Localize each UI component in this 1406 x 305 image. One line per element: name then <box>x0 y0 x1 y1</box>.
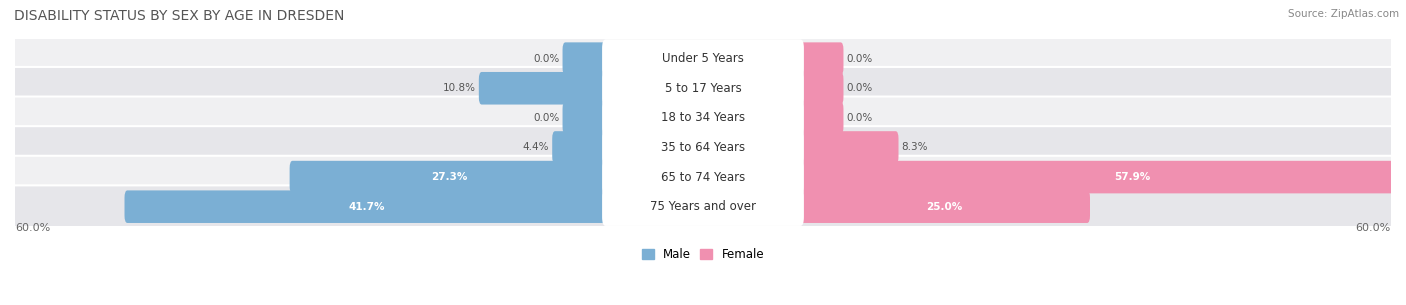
Text: 4.4%: 4.4% <box>523 142 550 152</box>
FancyBboxPatch shape <box>797 102 844 134</box>
FancyBboxPatch shape <box>797 131 898 164</box>
FancyBboxPatch shape <box>602 69 804 107</box>
Text: 41.7%: 41.7% <box>349 202 385 212</box>
FancyBboxPatch shape <box>11 126 1395 169</box>
Text: 5 to 17 Years: 5 to 17 Years <box>665 82 741 95</box>
Text: 57.9%: 57.9% <box>1115 172 1150 182</box>
FancyBboxPatch shape <box>602 158 804 196</box>
FancyBboxPatch shape <box>11 156 1395 198</box>
Text: 10.8%: 10.8% <box>443 83 477 93</box>
FancyBboxPatch shape <box>797 190 1090 223</box>
FancyBboxPatch shape <box>11 37 1395 80</box>
Text: 65 to 74 Years: 65 to 74 Years <box>661 170 745 184</box>
FancyBboxPatch shape <box>602 188 804 226</box>
Text: 60.0%: 60.0% <box>1355 223 1391 233</box>
FancyBboxPatch shape <box>797 161 1406 193</box>
FancyBboxPatch shape <box>602 39 804 78</box>
FancyBboxPatch shape <box>797 42 844 75</box>
Text: DISABILITY STATUS BY SEX BY AGE IN DRESDEN: DISABILITY STATUS BY SEX BY AGE IN DRESD… <box>14 9 344 23</box>
FancyBboxPatch shape <box>11 185 1395 228</box>
FancyBboxPatch shape <box>290 161 609 193</box>
Text: 0.0%: 0.0% <box>533 113 560 123</box>
Text: 0.0%: 0.0% <box>846 113 873 123</box>
FancyBboxPatch shape <box>797 72 844 105</box>
Text: Source: ZipAtlas.com: Source: ZipAtlas.com <box>1288 9 1399 19</box>
FancyBboxPatch shape <box>562 42 609 75</box>
Text: 75 Years and over: 75 Years and over <box>650 200 756 213</box>
Legend: Male, Female: Male, Female <box>641 248 765 261</box>
Text: 60.0%: 60.0% <box>15 223 51 233</box>
FancyBboxPatch shape <box>602 99 804 137</box>
FancyBboxPatch shape <box>479 72 609 105</box>
Text: 35 to 64 Years: 35 to 64 Years <box>661 141 745 154</box>
Text: 8.3%: 8.3% <box>901 142 928 152</box>
FancyBboxPatch shape <box>562 102 609 134</box>
FancyBboxPatch shape <box>553 131 609 164</box>
FancyBboxPatch shape <box>11 67 1395 109</box>
Text: Under 5 Years: Under 5 Years <box>662 52 744 65</box>
Text: 0.0%: 0.0% <box>533 54 560 64</box>
Text: 18 to 34 Years: 18 to 34 Years <box>661 111 745 124</box>
Text: 0.0%: 0.0% <box>846 83 873 93</box>
Text: 25.0%: 25.0% <box>925 202 962 212</box>
FancyBboxPatch shape <box>602 128 804 167</box>
Text: 0.0%: 0.0% <box>846 54 873 64</box>
Text: 27.3%: 27.3% <box>430 172 467 182</box>
FancyBboxPatch shape <box>125 190 609 223</box>
FancyBboxPatch shape <box>11 97 1395 139</box>
